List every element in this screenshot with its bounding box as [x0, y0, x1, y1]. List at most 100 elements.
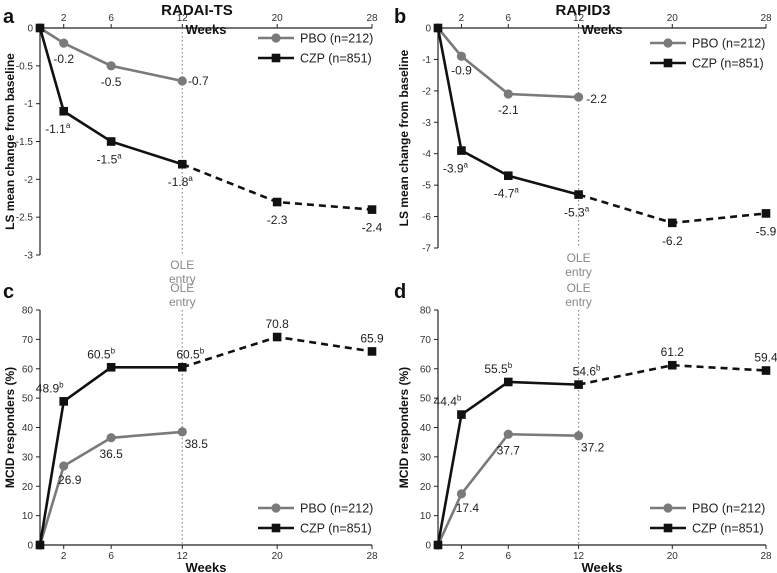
legend-label: PBO (n=212): [692, 502, 765, 516]
data-point-pbo: [503, 89, 513, 99]
data-point-czp: [503, 171, 513, 181]
x-tick-label: 28: [366, 13, 378, 24]
chart-panel-a: 0 -0.5 -1 -1.5 -2 -2.5 -3 2 6 12 20 28 Weeks LS mean …: [3, 13, 383, 286]
data-point-czp: [761, 209, 771, 218]
data-point-czp: [574, 380, 583, 389]
data-point-pbo: [573, 431, 584, 441]
data-point-pbo: [456, 489, 467, 499]
data-point-czp: [59, 397, 69, 406]
legend-label: CZP (n=851): [692, 522, 764, 536]
data-label-czp: -2.3: [267, 213, 288, 227]
data-point-czp: [272, 332, 282, 342]
y-tick-label: 60: [22, 364, 34, 375]
data-label-pbo: 37.2: [581, 441, 605, 455]
ole-label-line1: OLE: [170, 258, 194, 272]
y-tick-label: -6: [422, 212, 431, 223]
y-tick-label: 80: [22, 306, 34, 317]
x-tick-label: 6: [108, 13, 114, 24]
y-tick-label: 0: [425, 541, 431, 552]
data-point-pbo: [573, 92, 584, 102]
legend-label: PBO (n=212): [300, 502, 373, 516]
y-tick-label: 50: [420, 394, 432, 405]
ole-label-line1: OLE: [170, 281, 194, 295]
x-tick-label: 20: [272, 13, 284, 24]
y-tick-label: 40: [22, 423, 34, 434]
data-point-czp: [433, 540, 443, 550]
data-point-pbo: [177, 76, 187, 86]
y-tick-label: 0: [425, 24, 431, 35]
y-tick-label: 30: [22, 452, 34, 463]
y-axis-label: LS mean change from baseline: [397, 49, 411, 226]
x-tick-label: 12: [177, 551, 189, 562]
data-label-czp: 55.5b: [484, 361, 512, 376]
y-tick-label: -5: [422, 181, 431, 192]
data-point-pbo: [59, 461, 69, 471]
data-point-czp: [667, 360, 677, 370]
y-tick-label: -2.5: [16, 213, 34, 224]
data-point-czp: [574, 190, 583, 199]
data-label-pbo: 38.5: [185, 437, 209, 451]
x-tick-label: 6: [108, 551, 114, 562]
y-tick-label: 20: [420, 482, 432, 493]
data-point-czp: [667, 218, 677, 228]
panel-letter-d: d: [394, 281, 406, 303]
data-label-pbo: 26.9: [58, 473, 82, 487]
data-label-czp: 44.4b: [434, 394, 462, 409]
legend-marker-czp: [663, 523, 673, 533]
chart-panel-c: 0 10 20 30 40 50 60 70 80 2 6 12 20 28 Weeks MCID respo…: [3, 281, 384, 573]
data-label-pbo: 37.7: [497, 443, 521, 457]
x-tick-label: 2: [459, 13, 465, 24]
data-point-czp: [367, 205, 377, 214]
panel-letter-b: b: [394, 6, 406, 28]
y-tick-label: -3: [24, 251, 33, 262]
ole-label-line2: entry: [565, 295, 592, 309]
data-label-pbo: 17.4: [456, 501, 480, 515]
series-line-czp-ole: [578, 363, 767, 386]
chart-panel-d: 0 10 20 30 40 50 60 70 80 2 6 12 20 28 Weeks MCID respo…: [397, 281, 777, 573]
series-line-czp-ole: [181, 335, 373, 369]
panel-letter-c: c: [3, 281, 14, 303]
y-tick-label: -7: [422, 244, 431, 255]
data-label-czp: 60.5b: [87, 346, 115, 361]
ole-label-line2: entry: [565, 265, 592, 279]
data-label-czp: -1.1a: [45, 121, 71, 136]
legend-label: PBO (n=212): [300, 32, 373, 46]
legend-label: PBO (n=212): [692, 37, 765, 51]
data-point-pbo: [106, 61, 116, 71]
x-tick-label: 28: [760, 551, 772, 562]
y-tick-label: 0: [27, 541, 33, 552]
data-point-pbo: [456, 51, 467, 61]
y-tick-label: -3: [422, 118, 431, 129]
legend-marker-pbo: [663, 38, 673, 48]
y-tick-label: 0: [27, 24, 33, 35]
y-tick-label: -0.5: [16, 61, 34, 72]
data-label-czp: 61.2: [661, 345, 685, 359]
legend-label: CZP (n=851): [300, 52, 372, 66]
data-label-czp: -3.9a: [443, 161, 469, 176]
legend-marker-czp: [271, 53, 281, 63]
data-point-czp: [272, 197, 282, 207]
data-point-czp: [177, 159, 187, 169]
legend-marker-pbo: [271, 33, 281, 43]
legend-marker-czp: [271, 523, 281, 533]
data-label-czp: 60.5b: [176, 346, 204, 361]
data-point-czp: [457, 146, 466, 155]
data-point-czp: [503, 377, 513, 387]
x-tick-label: 6: [506, 13, 512, 24]
panel-title-rapid3: RAPID3: [555, 2, 610, 19]
data-label-czp: 48.9b: [36, 380, 64, 395]
legend-marker-pbo: [271, 503, 281, 513]
series-line-czp: [38, 27, 183, 166]
y-tick-label: -1: [24, 99, 33, 110]
y-tick-label: -2: [422, 86, 431, 97]
y-axis-label: MCID responders (%): [397, 367, 411, 488]
y-tick-label: -1: [422, 55, 431, 66]
x-tick-label: 12: [573, 551, 585, 562]
data-label-pbo: -2.1: [498, 103, 519, 117]
y-tick-label: 40: [420, 423, 432, 434]
data-label-czp: -5.3a: [564, 205, 590, 220]
y-tick-label: 10: [420, 511, 432, 522]
data-point-czp: [35, 540, 45, 550]
data-point-pbo: [59, 38, 69, 48]
